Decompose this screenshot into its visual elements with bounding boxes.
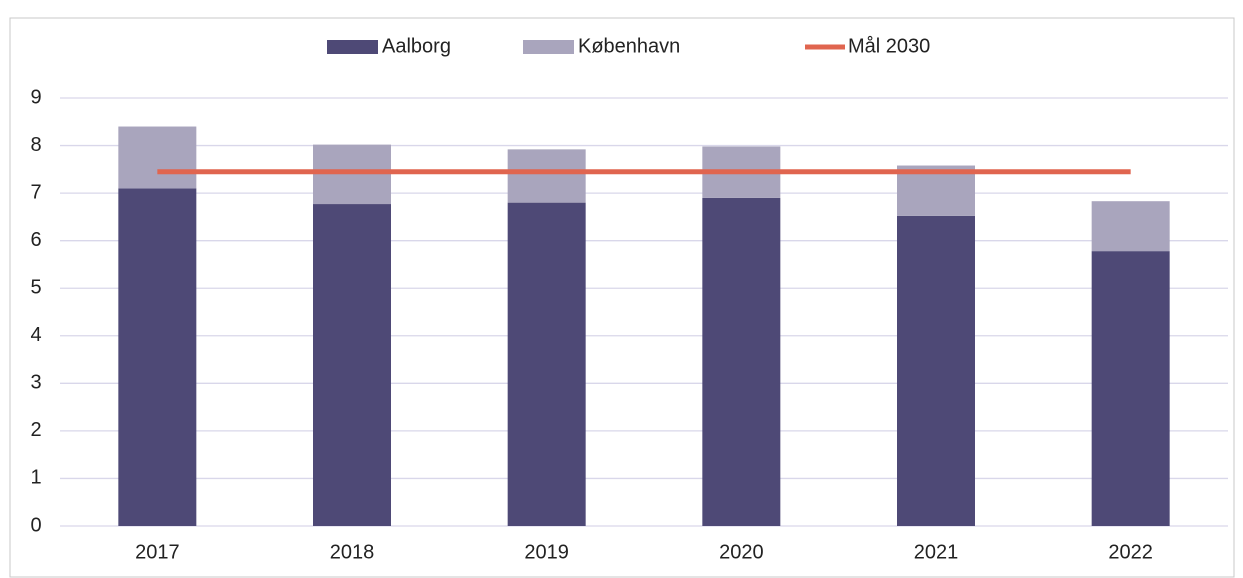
bar-segment: [118, 126, 197, 189]
y-tick-label: 2: [30, 419, 41, 441]
bar-segment: [1091, 201, 1170, 252]
bar-segment: [313, 144, 391, 205]
bar-segment: [897, 215, 975, 526]
bar-segment: [702, 197, 781, 526]
y-tick-label: 7: [30, 181, 41, 203]
x-tick-label: 2020: [719, 541, 764, 563]
y-tick-label: 1: [30, 467, 41, 489]
y-tick-label: 5: [30, 277, 41, 299]
chart-frame: [9, 17, 1235, 578]
y-tick-label: 4: [30, 324, 41, 346]
legend-label: Mål 2030: [848, 35, 930, 57]
bar-segment: [118, 188, 197, 526]
x-tick-label: 2017: [135, 541, 180, 563]
legend-swatch: [327, 40, 378, 54]
bar-segment: [313, 204, 391, 526]
y-tick-label: 8: [30, 134, 41, 156]
legend-label: Aalborg: [382, 35, 451, 57]
legend-label: København: [578, 35, 680, 57]
bar-segment: [1091, 251, 1170, 526]
bar-segment: [507, 149, 586, 203]
x-tick-label: 2018: [330, 541, 375, 563]
x-tick-label: 2021: [914, 541, 959, 563]
y-tick-label: 3: [30, 372, 41, 394]
x-tick-label: 2019: [524, 541, 569, 563]
bar-segment: [507, 202, 586, 526]
x-tick-label: 2022: [1108, 541, 1153, 563]
y-tick-label: 6: [30, 229, 41, 251]
legend-swatch: [523, 40, 574, 54]
y-tick-label: 9: [30, 86, 41, 108]
y-tick-label: 0: [30, 514, 41, 536]
